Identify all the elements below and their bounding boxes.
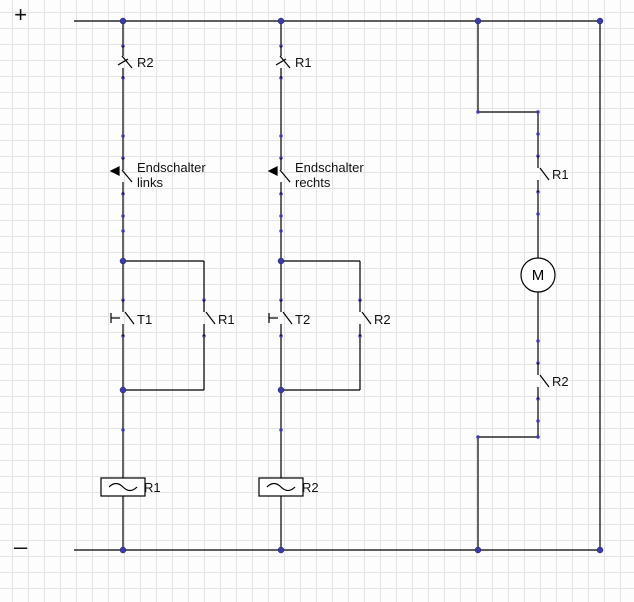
label-coil-b2: R2 bbox=[302, 480, 319, 495]
label-nc-b2: R1 bbox=[295, 55, 312, 70]
label-motor-top-sw: R1 bbox=[552, 167, 569, 182]
label-nc-b1: R2 bbox=[137, 55, 154, 70]
label-hold-b1: R1 bbox=[218, 312, 235, 327]
label-limit-right: Endschalter rechts bbox=[295, 160, 364, 190]
label-limit-left: Endschalter links bbox=[137, 160, 206, 190]
schematic-canvas: + — M R2 R1 Endschalter links Endschalte… bbox=[0, 0, 634, 602]
label-hold-b2: R2 bbox=[374, 312, 391, 327]
label-coil-b1: R1 bbox=[144, 480, 161, 495]
label-push-b1: T1 bbox=[137, 312, 152, 327]
schematic-svg: M bbox=[0, 0, 634, 602]
label-motor-bot-sw: R2 bbox=[552, 374, 569, 389]
svg-text:M: M bbox=[532, 267, 545, 284]
label-push-b2: T2 bbox=[295, 312, 310, 327]
